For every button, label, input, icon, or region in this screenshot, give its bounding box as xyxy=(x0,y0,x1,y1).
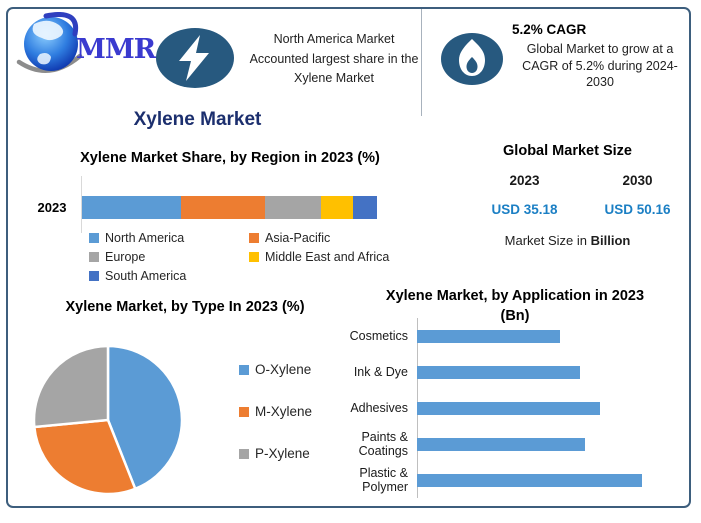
application-chart-title: Xylene Market, by Application in 2023 (B… xyxy=(370,286,660,326)
pie-slice xyxy=(32,418,137,496)
footer-bar xyxy=(0,514,701,523)
app-bar xyxy=(417,329,560,343)
app-bar xyxy=(417,473,642,487)
app-bar-row: Cosmetics xyxy=(328,318,658,354)
app-bar-row: Ink & Dye xyxy=(328,354,658,390)
left-callout-line: Xylene Market xyxy=(294,71,374,85)
cagr-headline: 5.2% CAGR xyxy=(512,22,587,37)
legend-label: South America xyxy=(105,268,187,283)
region-bar-segment xyxy=(320,196,354,219)
app-category-label: Cosmetics xyxy=(349,328,408,343)
market-size-note-unit: Billion xyxy=(590,233,631,248)
region-bar-segment xyxy=(353,196,377,219)
app-bar-track xyxy=(417,365,657,379)
app-bar xyxy=(417,437,585,451)
application-title-line2: (Bn) xyxy=(500,308,530,324)
region-row-label: 2023 xyxy=(37,200,67,215)
left-callout-line: North America Market xyxy=(273,32,395,46)
app-bar-row: Adhesives xyxy=(328,390,658,426)
global-market-size-title: Global Market Size xyxy=(503,143,632,159)
legend-item-m-xylene: M-Xylene xyxy=(239,404,313,419)
region-bar-segment xyxy=(180,196,265,219)
region-legend: North America Asia-Pacific Europe Middle… xyxy=(89,230,390,283)
app-bar-track xyxy=(417,329,657,343)
app-bar xyxy=(417,365,580,379)
left-callout-text: North America Market Accounted largest s… xyxy=(238,30,430,89)
app-bar-track xyxy=(417,473,657,487)
application-title-line1: Xylene Market, by Application in 2023 xyxy=(385,288,645,304)
legend-item-asia-pacific: Asia-Pacific xyxy=(249,230,389,245)
legend-item-europe: Europe xyxy=(89,249,249,264)
legend-item-middle-east-africa: Middle East and Africa xyxy=(249,249,390,264)
pie-slice xyxy=(32,344,110,429)
legend-item-p-xylene: P-Xylene xyxy=(239,446,312,461)
value-2023: USD 35.18 xyxy=(491,202,558,217)
app-bar-row: Paints & Coatings xyxy=(328,426,658,462)
legend-label: O-Xylene xyxy=(255,362,312,377)
legend-label: Middle East and Africa xyxy=(265,249,390,264)
app-category-label: Ink & Dye xyxy=(353,364,408,379)
legend-swatch xyxy=(89,251,99,262)
logo-wordmark: MMR xyxy=(76,34,156,65)
legend-label: North America xyxy=(105,230,185,245)
legend-swatch xyxy=(249,251,259,262)
year-2023-label: 2023 xyxy=(509,173,540,188)
legend-swatch xyxy=(89,270,99,281)
lightning-bolt-icon xyxy=(155,27,235,94)
region-chart-title: Xylene Market Share, by Region in 2023 (… xyxy=(80,150,380,166)
global-market-size-years: 2023 2030 xyxy=(468,173,694,188)
flame-icon xyxy=(440,32,504,91)
region-bar-segment xyxy=(264,196,321,219)
market-size-note-prefix: Market Size in xyxy=(504,233,591,248)
legend-label: M-Xylene xyxy=(255,404,313,419)
app-category-label: Adhesives xyxy=(350,400,408,415)
type-chart-title: Xylene Market, by Type In 2023 (%) xyxy=(65,299,305,315)
app-bar-track xyxy=(417,401,657,415)
app-category-label: Plastic & Polymer xyxy=(359,465,408,495)
app-bar-track xyxy=(417,437,657,451)
left-callout-line: Accounted largest share in the xyxy=(249,51,419,66)
value-2030: USD 50.16 xyxy=(604,202,671,217)
page-border-frame xyxy=(6,7,691,508)
pie-slice xyxy=(106,344,184,491)
app-category-label: Paints & Coatings xyxy=(358,429,408,459)
app-bar-row: Plastic & Polymer xyxy=(328,462,658,498)
legend-label: Europe xyxy=(105,249,146,264)
legend-item-north-america: North America xyxy=(89,230,249,245)
legend-swatch xyxy=(239,448,249,459)
global-market-size-values: USD 35.18 USD 50.16 xyxy=(468,202,694,217)
type-legend: O-Xylene M-Xylene P-Xylene xyxy=(239,362,313,489)
app-bar xyxy=(417,401,600,415)
legend-swatch xyxy=(249,232,259,243)
market-size-note: Market Size in Billion xyxy=(455,233,680,248)
cagr-line: CAGR of 5.2% during 2024- xyxy=(522,58,678,73)
region-bar-segment xyxy=(82,196,181,219)
globe-logo-icon xyxy=(16,12,88,83)
cagr-line: 2030 xyxy=(586,75,614,89)
region-stacked-bar xyxy=(82,196,377,219)
legend-swatch xyxy=(89,232,99,243)
page-title: Xylene Market xyxy=(133,109,262,130)
region-chart-axis xyxy=(81,176,82,233)
cagr-line: Global Market to grow at a xyxy=(526,42,674,56)
legend-swatch xyxy=(239,406,249,417)
legend-item-o-xylene: O-Xylene xyxy=(239,362,312,377)
legend-label: Asia-Pacific xyxy=(265,230,331,245)
header-divider xyxy=(421,9,422,116)
legend-label: P-Xylene xyxy=(255,446,310,461)
year-2030-label: 2030 xyxy=(622,173,653,188)
type-pie xyxy=(32,344,184,496)
application-rows: Cosmetics Ink & Dye Adhesives Paints & Coat… xyxy=(328,318,658,498)
cagr-description: Global Market to grow at a CAGR of 5.2% … xyxy=(505,41,695,91)
legend-swatch xyxy=(239,364,249,375)
legend-item-south-america: South America xyxy=(89,268,249,283)
